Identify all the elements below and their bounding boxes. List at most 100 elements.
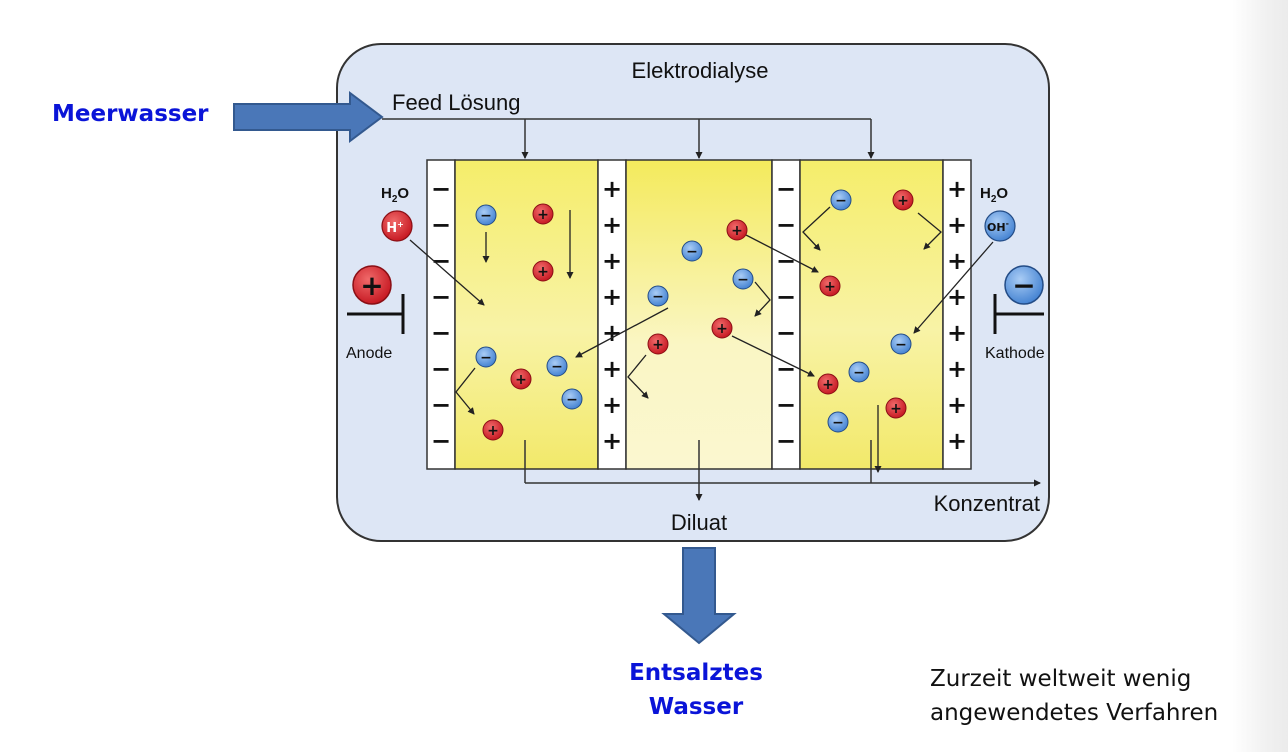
- cation-membrane-right: [942, 159, 972, 470]
- anode-plus-icon: [352, 265, 392, 305]
- membrane-minus-sign: −: [431, 247, 451, 275]
- cation-ion: +: [819, 275, 841, 297]
- cation-ion: +: [510, 368, 532, 390]
- ion-arrows: [409, 206, 994, 473]
- output-label-line1: Entsalztes: [629, 660, 763, 686]
- kathode-minus-sign: −: [1012, 269, 1035, 302]
- note-text: Zurzeit weltweit wenig angewendetes Verf…: [930, 662, 1218, 730]
- diluat-label: Diluat: [671, 510, 727, 535]
- membrane-plus-sign: +: [602, 427, 622, 455]
- anion-ion: −: [890, 333, 912, 355]
- svg-text:+: +: [897, 193, 909, 209]
- membrane-minus-sign: −: [431, 319, 451, 347]
- anion-ion: −: [561, 388, 583, 410]
- oh-minus-ion: OH-: [984, 210, 1016, 242]
- membrane-minus-sign: −: [776, 247, 796, 275]
- anion-membrane-right: [771, 159, 801, 470]
- side-strip: [1232, 0, 1288, 752]
- h2o-label-left: H2O: [381, 185, 409, 205]
- cation-ion: +: [885, 397, 907, 419]
- membrane-minus-sign: −: [431, 391, 451, 419]
- membrane-plus-sign: +: [947, 283, 967, 311]
- svg-text:+: +: [716, 321, 728, 337]
- kathode-label: Kathode: [985, 345, 1045, 362]
- anion-ion: −: [681, 240, 703, 262]
- anion-ion: −: [827, 411, 849, 433]
- svg-text:−: −: [835, 193, 847, 209]
- membrane-minus-sign: −: [776, 175, 796, 203]
- feed-label: Feed Lösung: [392, 90, 520, 115]
- svg-text:+: +: [537, 207, 549, 223]
- svg-text:−: −: [480, 350, 492, 366]
- membrane-plus-sign: +: [602, 391, 622, 419]
- membrane-minus-sign: −: [776, 355, 796, 383]
- svg-text:+: +: [515, 372, 527, 388]
- svg-text:−: −: [686, 244, 698, 260]
- svg-text:+: +: [537, 264, 549, 280]
- note-line2: angewendetes Verfahren: [930, 700, 1219, 726]
- anion-ion: −: [732, 268, 754, 290]
- diagram-title: Elektrodialyse: [632, 58, 769, 83]
- membrane-plus-sign: +: [947, 247, 967, 275]
- cation-ion: +: [711, 317, 733, 339]
- anion-ion: −: [830, 189, 852, 211]
- diluate-chamber: [625, 159, 773, 470]
- output-label-line2: Wasser: [648, 694, 744, 720]
- membrane-plus-sign: +: [947, 427, 967, 455]
- membrane-plus-sign: +: [602, 355, 622, 383]
- membrane-plus-sign: +: [602, 211, 622, 239]
- svg-text:+: +: [890, 401, 902, 417]
- cation-ion: +: [532, 203, 554, 225]
- svg-text:−: −: [737, 272, 749, 288]
- cation-ion: +: [817, 373, 839, 395]
- h-plus-ion: H+: [381, 210, 413, 242]
- membrane-minus-sign: −: [776, 391, 796, 419]
- anion-ion: −: [546, 355, 568, 377]
- svg-text:−: −: [480, 208, 492, 224]
- ions: − + + − + − − + − + − − + + − + + − − + + −: [475, 189, 914, 441]
- concentrate-chamber-left: [454, 159, 599, 470]
- membrane-minus-sign: −: [776, 319, 796, 347]
- anion-ion: −: [475, 346, 497, 368]
- membrane-minus-sign: −: [776, 211, 796, 239]
- konzentrat-label: Konzentrat: [934, 491, 1040, 516]
- membrane-minus-sign: −: [776, 283, 796, 311]
- membrane-minus-sign: −: [431, 175, 451, 203]
- svg-text:+: +: [731, 223, 743, 239]
- concentrate-chamber-right: [799, 159, 944, 470]
- cation-ion: +: [532, 260, 554, 282]
- membrane-plus-sign: +: [602, 175, 622, 203]
- membrane-plus-sign: +: [947, 319, 967, 347]
- anode: + Anode: [346, 265, 405, 362]
- svg-text:+: +: [822, 377, 834, 393]
- membrane-plus-sign: +: [602, 283, 622, 311]
- svg-text:+: +: [487, 423, 499, 439]
- cation-ion: +: [647, 333, 669, 355]
- svg-text:−: −: [895, 337, 907, 353]
- membrane-minus-sign: −: [431, 211, 451, 239]
- cation-ion: +: [892, 189, 914, 211]
- anion-ion: −: [475, 204, 497, 226]
- svg-text:−: −: [566, 392, 578, 408]
- membrane-minus-sign: −: [431, 283, 451, 311]
- membrane-minus-sign: −: [431, 427, 451, 455]
- meerwasser-label: Meerwasser: [52, 101, 209, 127]
- svg-text:−: −: [551, 359, 563, 375]
- cation-ion: +: [482, 419, 504, 441]
- anion-membrane-left: [426, 159, 456, 470]
- svg-text:+: +: [652, 337, 664, 353]
- anode-label: Anode: [346, 345, 392, 362]
- output-label: Entsalztes Wasser: [596, 656, 796, 724]
- svg-text:−: −: [652, 289, 664, 305]
- svg-text:OH-: OH-: [987, 219, 1009, 234]
- membrane-plus-sign: +: [947, 175, 967, 203]
- membrane-signs: − − − − − − − − + + + + + + + + − − − − − − − − + + + + + + + +: [431, 175, 967, 455]
- anode-plus-sign: +: [360, 269, 383, 302]
- membrane-plus-sign: +: [602, 247, 622, 275]
- membrane-plus-sign: +: [947, 355, 967, 383]
- membrane-minus-sign: −: [776, 427, 796, 455]
- membrane-plus-sign: +: [947, 211, 967, 239]
- membrane-plus-sign: +: [602, 319, 622, 347]
- anion-ion: −: [647, 285, 669, 307]
